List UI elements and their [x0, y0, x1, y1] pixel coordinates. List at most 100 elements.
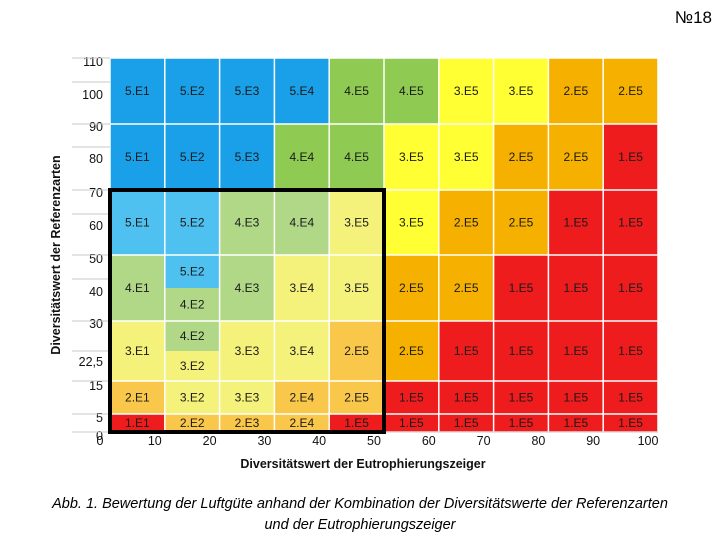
cell-label: 3.E4: [289, 344, 314, 358]
x-tick-label: 50: [367, 434, 381, 448]
cell-label: 1.E1: [125, 416, 150, 430]
matrix-cell: [329, 255, 384, 321]
cell-label: 1.E5: [509, 391, 534, 405]
matrix-cell: [493, 381, 549, 414]
matrix-cell: [219, 190, 275, 255]
matrix-cell: [164, 58, 220, 124]
cell-label: 2.E5: [563, 84, 588, 98]
matrix-cell: [219, 124, 275, 190]
figure-caption: Abb. 1. Bewertung der Luftgüte anhand de…: [0, 494, 720, 536]
matrix-cell: [329, 124, 384, 190]
matrix-cell: [164, 321, 220, 351]
matrix-cell: [274, 381, 330, 414]
x-tick-label: 90: [586, 434, 600, 448]
cell-label: 2.E4: [289, 416, 314, 430]
matrix-cell: [110, 255, 165, 321]
y-tick-label: 110: [83, 55, 103, 69]
cell-label: 3.E5: [454, 150, 479, 164]
matrix-cell: [603, 381, 658, 414]
cell-label: 1.E5: [454, 344, 479, 358]
matrix-cell: [548, 321, 604, 381]
matrix-cell: [438, 58, 494, 124]
cell-label: 2.E1: [125, 391, 150, 405]
matrix-cell: [493, 58, 549, 124]
x-tick-label: 10: [148, 434, 162, 448]
matrix-cell: [274, 414, 330, 432]
cell-label: 1.E5: [454, 416, 479, 430]
cell-label: 3.E2: [180, 391, 205, 405]
matrix-cell: [548, 124, 604, 190]
cell-label: 1.E5: [618, 150, 643, 164]
cell-label: 2.E5: [618, 84, 643, 98]
cell-label: 1.E5: [509, 416, 534, 430]
y-tick-label: 40: [89, 285, 103, 299]
y-tick-label: 5: [96, 411, 103, 425]
matrix-cell: [384, 255, 439, 321]
cell-label: 2.E3: [235, 416, 260, 430]
matrix-cell: [110, 381, 165, 414]
matrix-cell: [164, 414, 220, 432]
cell-label: 3.E4: [289, 281, 314, 295]
matrix-cell: [493, 190, 549, 255]
matrix-cell: [110, 124, 165, 190]
matrix-cell: [384, 190, 439, 255]
matrix-cell: [493, 414, 549, 432]
cell-label: 1.E5: [618, 281, 643, 295]
cell-label: 2.E5: [344, 391, 369, 405]
cell-label: 2.E5: [509, 216, 534, 230]
caption-line-1: Abb. 1. Bewertung der Luftgüte anhand de…: [52, 496, 668, 512]
cell-label: 5.E2: [180, 150, 205, 164]
cell-label: 2.E5: [399, 281, 424, 295]
matrix-cell: [438, 414, 494, 432]
matrix-cell: [164, 124, 220, 190]
caption-line-2: und der Eutrophierungszeiger: [264, 517, 456, 533]
cell-label: 4.E3: [235, 281, 260, 295]
matrix-cell: [329, 321, 384, 381]
cell-label: 2.E5: [509, 150, 534, 164]
x-tick-label: 30: [257, 434, 271, 448]
y-tick-label: 90: [89, 120, 103, 134]
x-tick-label: 80: [531, 434, 545, 448]
cell-label: 1.E5: [563, 344, 588, 358]
x-axis-title: Diversitätswert der Eutrophierungszeiger: [240, 457, 485, 471]
cell-label: 1.E5: [563, 216, 588, 230]
cell-label: 1.E5: [563, 416, 588, 430]
matrix-cell: [493, 124, 549, 190]
matrix-cell: [603, 321, 658, 381]
cell-label: 1.E5: [563, 391, 588, 405]
cell-label: 1.E5: [618, 344, 643, 358]
x-tick-label: 0: [97, 434, 104, 448]
matrix-cell: [219, 414, 275, 432]
y-tick-label: 70: [89, 186, 103, 200]
matrix-cell: [438, 190, 494, 255]
matrix-cell: [274, 190, 330, 255]
matrix-cell: [548, 414, 604, 432]
cell-label: 2.E5: [454, 281, 479, 295]
cell-label: 5.E1: [125, 84, 150, 98]
cell-label: 4.E1: [125, 281, 150, 295]
matrix-cells: 5.E1 5.E2 5.E3 5.E4 4.E5 4.E5 3.E5 3.E5 2.E5 2.E5…: [110, 58, 658, 432]
cell-label: 1.E5: [509, 281, 534, 295]
page-number: №18: [674, 8, 712, 27]
matrix-cell: [384, 58, 439, 124]
matrix-cell: [329, 381, 384, 414]
cell-label: 3.E5: [454, 84, 479, 98]
y-axis-title: Diversitätswert der Referenzarten: [49, 155, 63, 354]
y-tick-label: 22,5: [79, 355, 103, 369]
matrix-cell: [603, 190, 658, 255]
cell-label: 5.E2: [180, 84, 205, 98]
matrix-cell: [164, 255, 220, 288]
matrix-cell: [548, 190, 604, 255]
cell-label: 1.E5: [399, 391, 424, 405]
cell-label: 2.E2: [180, 416, 205, 430]
cell-label: 1.E5: [618, 416, 643, 430]
y-tick-label: 0: [96, 429, 103, 443]
matrix-cell: [110, 58, 165, 124]
cell-label: 5.E3: [235, 150, 260, 164]
cell-label: 3.E5: [344, 281, 369, 295]
cell-label: 3.E5: [509, 84, 534, 98]
cell-label: 4.E4: [289, 150, 314, 164]
cell-label: 2.E5: [344, 344, 369, 358]
y-tick-label: 80: [89, 152, 103, 166]
cell-label: 4.E2: [180, 298, 205, 312]
